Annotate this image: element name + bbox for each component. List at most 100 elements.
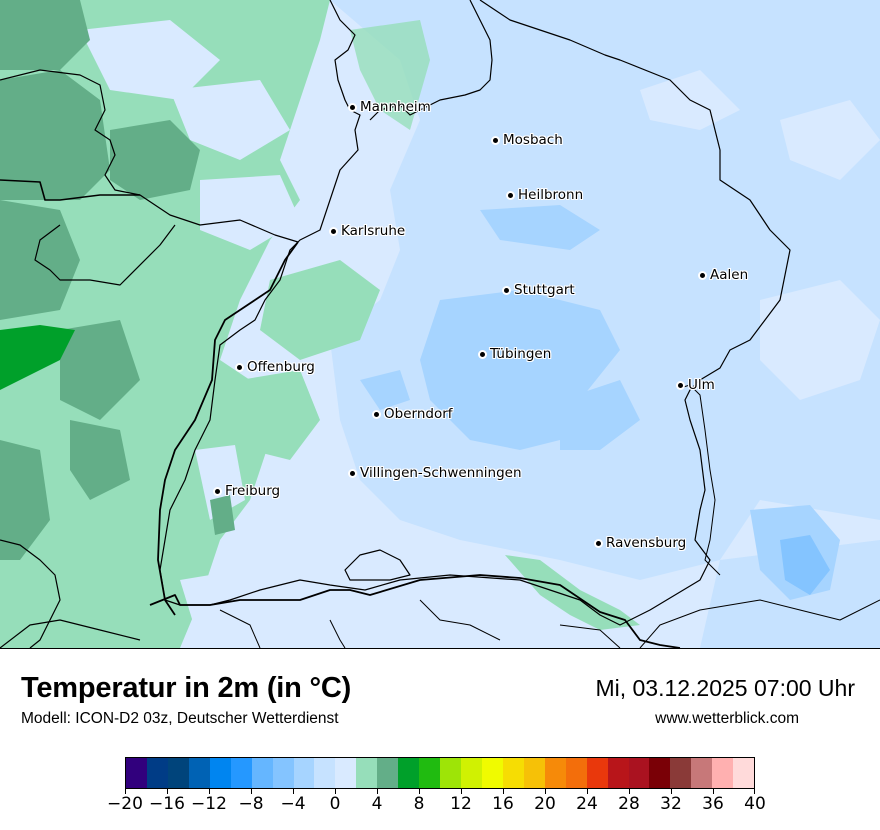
city-marker-mosbach[interactable]: Mosbach	[493, 132, 563, 148]
colorbar-tick	[251, 789, 252, 794]
colorbar-segment	[440, 758, 461, 788]
city-marker-tuebingen[interactable]: Tübingen	[480, 346, 551, 362]
city-dot-icon	[480, 351, 485, 357]
colorbar-tick-label: 8	[413, 794, 425, 814]
colorbar-segment	[230, 758, 252, 788]
colorbar-segment	[586, 758, 608, 788]
colorbar-tick-label: 0	[329, 794, 341, 814]
model-subtitle: Modell: ICON-D2 03z, Deutscher Wetterdie…	[21, 710, 339, 727]
colorbar-segment	[209, 758, 231, 788]
city-dot-icon	[215, 488, 220, 494]
city-dot-icon	[504, 287, 509, 293]
colorbar-tick	[545, 789, 546, 794]
colorbar-tick-label: 36	[702, 794, 724, 814]
colorbar-tick-label: 16	[492, 794, 514, 814]
city-dot-icon	[508, 192, 513, 198]
website-link[interactable]: www.wetterblick.com	[655, 710, 799, 727]
colorbar-segment	[523, 758, 545, 788]
colorbar-tick	[293, 789, 294, 794]
colorbar-segment	[670, 758, 692, 788]
city-marker-karlsruhe[interactable]: Karlsruhe	[331, 223, 405, 239]
colorbar-segment	[628, 758, 650, 788]
colorbar-tick-label: −16	[149, 794, 185, 814]
colorbar-segment	[733, 758, 755, 788]
colorbar-segment	[461, 758, 482, 788]
colorbar-tick	[167, 789, 168, 794]
city-marker-oberndorf[interactable]: Oberndorf	[374, 406, 453, 422]
colorbar-segment	[649, 758, 671, 788]
city-label: Mosbach	[503, 132, 563, 148]
city-marker-freiburg[interactable]: Freiburg	[215, 483, 280, 499]
city-dot-icon	[237, 364, 242, 370]
colorbar-segment	[272, 758, 294, 788]
city-label: Stuttgart	[514, 282, 575, 298]
colorbar-segment	[607, 758, 629, 788]
city-label: Oberndorf	[384, 406, 453, 422]
colorbar-tick	[377, 789, 378, 794]
colorbar-segment	[544, 758, 566, 788]
city-label: Aalen	[710, 267, 749, 283]
city-dot-icon	[331, 228, 336, 234]
city-dot-icon	[374, 411, 379, 417]
colorbar-tick	[713, 789, 714, 794]
colorbar-tick-label: 40	[744, 794, 766, 814]
city-marker-mannheim[interactable]: Mannheim	[350, 99, 431, 115]
colorbar-tick	[419, 789, 420, 794]
colorbar-tick-label: 28	[618, 794, 640, 814]
city-marker-ulm[interactable]: Ulm	[678, 377, 715, 393]
city-label: Ulm	[688, 377, 715, 393]
colorbar-tick	[629, 789, 630, 794]
colorbar-segment	[293, 758, 315, 788]
colorbar-segment	[126, 758, 147, 788]
colorbar-segment	[146, 758, 168, 788]
colorbar-tick	[587, 789, 588, 794]
city-label: Mannheim	[360, 99, 431, 115]
city-label: Ravensburg	[606, 535, 687, 551]
city-marker-offenburg[interactable]: Offenburg	[237, 359, 315, 375]
city-dot-icon	[678, 382, 683, 388]
city-marker-villingen-schwenningen[interactable]: Villingen-Schwenningen	[350, 465, 522, 481]
city-marker-stuttgart[interactable]: Stuttgart	[504, 282, 575, 298]
colorbar-segment	[419, 758, 441, 788]
colorbar-segment	[314, 758, 336, 788]
colorbar-tick	[335, 789, 336, 794]
colorbar-segment	[335, 758, 357, 788]
colorbar-tick	[671, 789, 672, 794]
valid-datetime: Mi, 03.12.2025 07:00 Uhr	[595, 675, 855, 701]
city-marker-aalen[interactable]: Aalen	[700, 267, 748, 283]
colorbar-tick	[125, 789, 126, 794]
colorbar-tick	[754, 789, 755, 794]
city-marker-ravensburg[interactable]: Ravensburg	[596, 535, 686, 551]
colorbar-tick	[503, 789, 504, 794]
map-title: Temperatur in 2m (in °C)	[21, 672, 352, 704]
colorbar-tick-label: −12	[191, 794, 227, 814]
colorbar-tick-label: 12	[450, 794, 472, 814]
city-dot-icon	[493, 137, 498, 143]
colorbar-ticks: −20 −16 −12 −8 −4 0 4 8 12 16 20 24 28 32 36 40	[107, 789, 766, 829]
colorbar-segment	[398, 758, 420, 788]
city-label: Villingen-Schwenningen	[360, 465, 522, 481]
colorbar-tick-label: −20	[107, 794, 143, 814]
city-label: Freiburg	[225, 483, 281, 499]
temperature-colorbar	[125, 757, 755, 789]
colorbar-segment	[691, 758, 713, 788]
colorbar-segment	[167, 758, 189, 788]
temperature-map[interactable]: Mannheim Mosbach Heilbronn Karlsruhe Aal…	[0, 0, 880, 649]
colorbar-segment	[481, 758, 503, 788]
colorbar-tick-label: 32	[660, 794, 682, 814]
colorbar-segment	[356, 758, 378, 788]
city-label: Heilbronn	[518, 187, 584, 203]
city-label: Tübingen	[490, 346, 552, 362]
city-dot-icon	[350, 470, 355, 476]
colorbar-tick	[461, 789, 462, 794]
colorbar-tick-label: −8	[238, 794, 264, 814]
colorbar-tick-label: 20	[534, 794, 556, 814]
colorbar-tick-label: −4	[280, 794, 306, 814]
colorbar-tick-label: 24	[576, 794, 598, 814]
colorbar-tick-label: 4	[371, 794, 383, 814]
colorbar-segment	[565, 758, 587, 788]
colorbar-segment	[712, 758, 734, 788]
city-dot-icon	[700, 272, 705, 278]
colorbar-segment	[251, 758, 273, 788]
city-marker-heilbronn[interactable]: Heilbronn	[508, 187, 583, 203]
